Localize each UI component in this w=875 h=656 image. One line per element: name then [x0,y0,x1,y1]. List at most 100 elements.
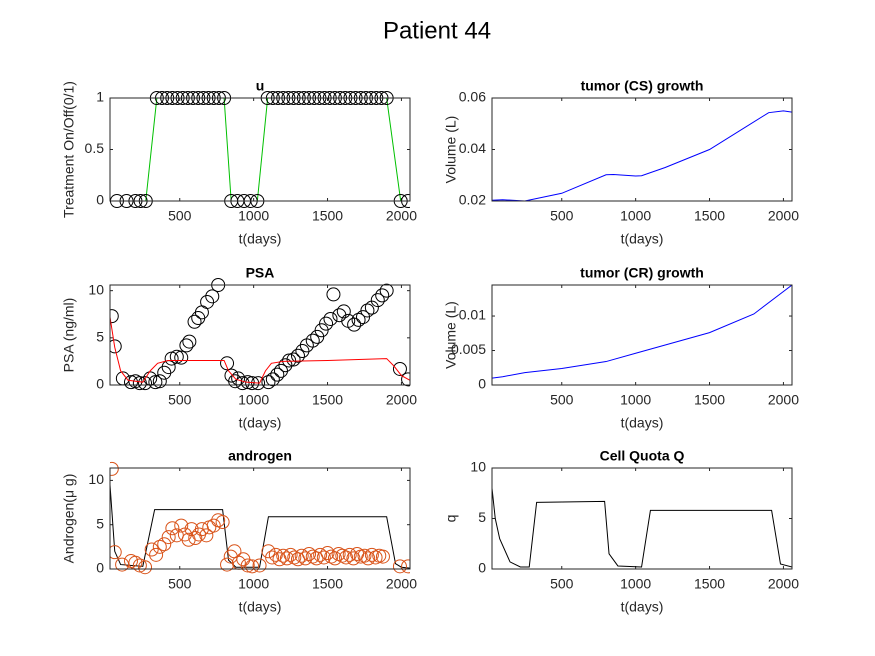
data-point [123,375,138,390]
data-point [215,515,230,530]
data-point [152,374,167,389]
x-tick-label: 2000 [386,208,417,224]
data-point [401,559,410,574]
data-point [305,333,320,348]
data-point [290,348,305,363]
y-tick-label: 10 [88,281,104,297]
plot-area [492,284,792,379]
data-point [368,550,383,565]
data-line [110,317,410,384]
x-tick-label: 2000 [386,392,417,408]
data-point [283,547,298,562]
x-tick-label: 1000 [620,208,651,224]
data-point [187,314,202,329]
data-point [290,552,305,567]
axes-background [110,285,410,385]
y-tick-label: 0 [96,192,104,208]
x-tick-label: 1000 [620,392,651,408]
x-tick-label: 1500 [694,208,725,224]
data-point [200,294,215,309]
axes-background [110,98,410,201]
data-point [149,547,164,562]
subplot: 500 1000 1500 2000 0 5 10 PSA t(days) PSA (ng/ml) [61,265,418,431]
axes-background [492,285,792,385]
y-tick-label: 0 [96,376,104,392]
data-line [492,488,792,568]
x-axis-label: t(days) [239,415,282,431]
x-axis-label: t(days) [239,231,282,247]
data-point [161,530,176,545]
data-point [110,461,119,476]
subplot-title: androgen [228,448,292,464]
data-point [298,551,313,566]
data-point [240,375,255,390]
x-axis-label: t(days) [621,599,664,615]
data-point [375,549,390,564]
data-point [268,547,283,562]
figure-title: Patient 44 [383,17,491,44]
data-point [287,550,302,565]
data-point [313,547,328,562]
y-tick-label: 0 [478,376,486,392]
data-point [251,376,266,391]
data-point [302,546,317,561]
subplot: 500 1000 1500 2000 0 5 10 androgen t(days) Androg… [61,448,418,615]
data-point [316,550,331,565]
y-axis-label: Androgen(μ g) [61,474,77,564]
x-tick-label: 2000 [768,576,799,592]
data-point [282,353,297,368]
data-point [326,287,341,302]
x-axis-label: t(days) [621,231,664,247]
data-point [336,304,351,319]
x-tick-label: 500 [168,576,192,592]
plot-area [110,278,410,391]
data-point [357,548,372,563]
data-point [327,551,342,566]
data-point [188,530,203,545]
data-point [169,349,184,364]
y-tick-label: 0.01 [459,307,486,323]
data-point [240,558,255,573]
data-point [401,372,410,387]
axes-background [492,468,792,569]
plot-area [492,488,792,568]
data-point [361,551,376,566]
data-point [138,376,153,391]
x-tick-label: 500 [550,576,574,592]
x-tick-label: 1500 [694,576,725,592]
data-point [148,375,163,390]
data-point [294,548,309,563]
data-point [375,288,390,303]
y-axis-label: PSA (ng/ml) [61,298,77,373]
data-point [364,547,379,562]
data-point [235,376,250,391]
data-point [205,289,220,304]
data-point [276,548,291,563]
y-tick-label: 10 [470,459,486,475]
data-point [335,548,350,563]
data-point [206,518,221,533]
data-point [110,339,122,354]
subplot-title: u [256,78,265,94]
data-point [305,549,320,564]
data-point [165,521,180,536]
x-axis-label: t(days) [239,599,282,615]
data-point [339,550,354,565]
x-tick-label: 2000 [386,576,417,592]
data-point [110,545,122,560]
x-tick-label: 500 [550,392,574,408]
data-point [278,358,293,373]
y-tick-label: 1 [96,89,104,105]
y-tick-label: 5 [96,329,104,345]
data-point [265,550,280,565]
y-axis-label: Treatment On/Off(0/1) [61,81,77,218]
data-line [492,284,792,379]
data-point [346,551,361,566]
axes-box [109,97,411,202]
data-point [309,551,324,566]
data-point [199,528,214,543]
y-tick-label: 0.005 [451,341,486,357]
y-tick-label: 0.5 [85,140,105,156]
